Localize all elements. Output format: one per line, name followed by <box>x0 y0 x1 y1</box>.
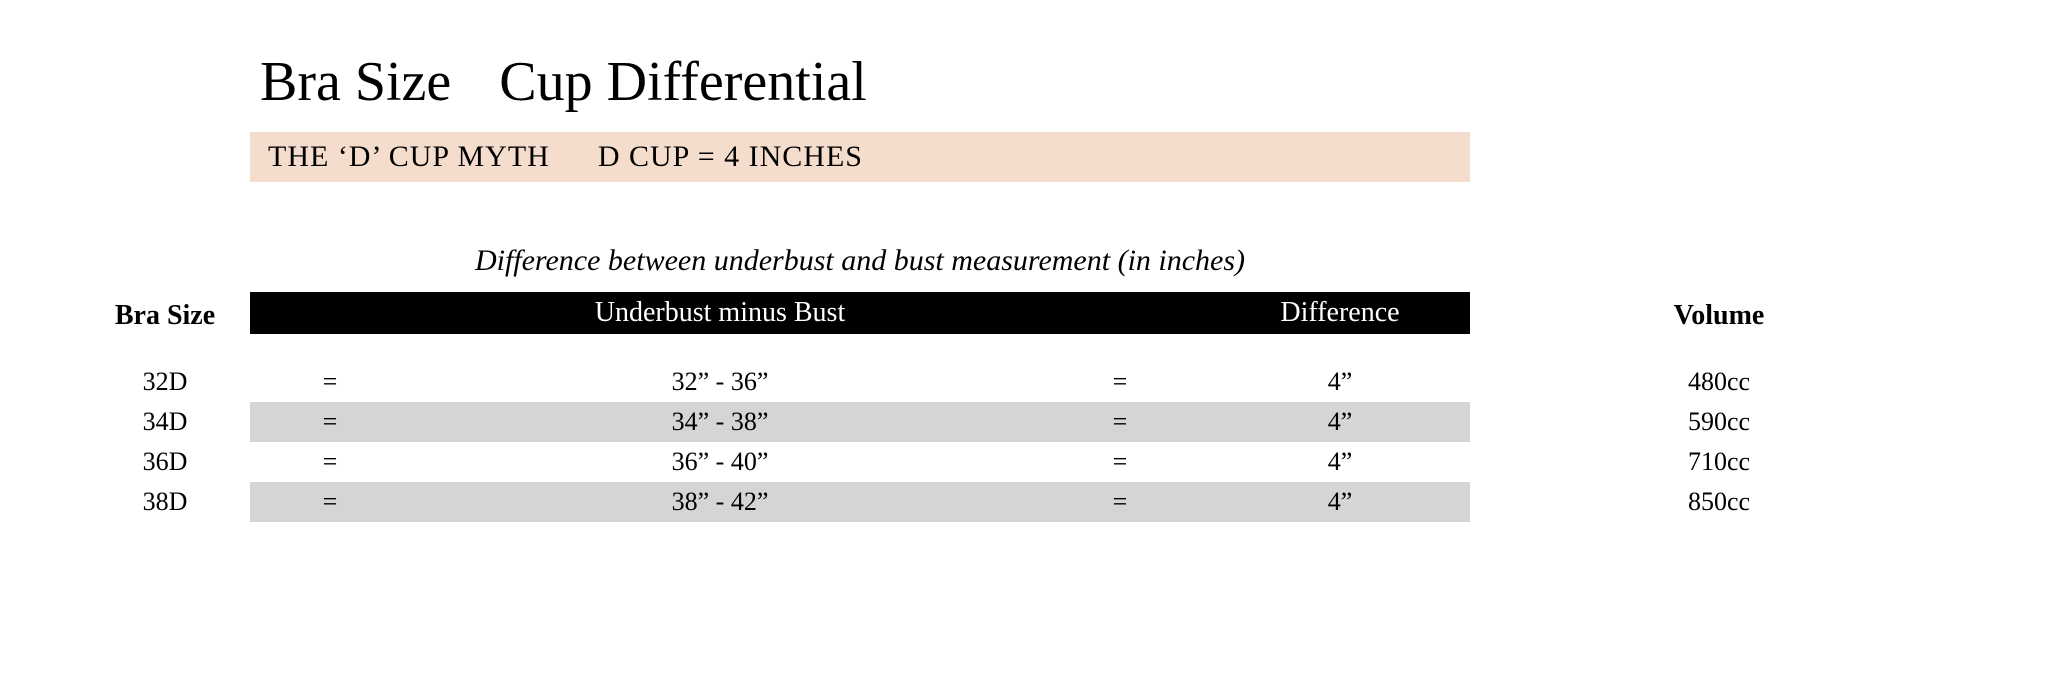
cell-volume: 710cc <box>1470 447 1968 477</box>
table-row: 34D=34” - 38”=4”590cc <box>80 402 1968 442</box>
table-row: 36D=36” - 40”=4”710cc <box>80 442 1968 482</box>
cell-bra-size: 38D <box>80 487 250 517</box>
banner-left: THE ‘D’ CUP MYTH <box>268 140 550 174</box>
cell-eq2: = <box>1030 367 1210 397</box>
cell-difference: 4” <box>1210 447 1470 477</box>
cell-volume: 850cc <box>1470 487 1968 517</box>
row-mid: =38” - 42”=4” <box>250 482 1470 522</box>
col-label-difference: Difference <box>1210 297 1470 329</box>
cell-eq2: = <box>1030 447 1210 477</box>
cell-difference: 4” <box>1210 367 1470 397</box>
header-black-bar: Underbust minus Bust Difference <box>250 292 1470 334</box>
cell-underbust-minus-bust: 36” - 40” <box>410 447 1030 477</box>
cell-underbust-minus-bust: 32” - 36” <box>410 367 1030 397</box>
row-mid: =36” - 40”=4” <box>250 442 1470 482</box>
banner-right: D CUP = 4 INCHES <box>598 140 863 174</box>
cell-underbust-minus-bust: 38” - 42” <box>410 487 1030 517</box>
cell-difference: 4” <box>1210 407 1470 437</box>
title-right: Cup Differential <box>499 50 867 114</box>
col-label-underbust-minus-bust: Underbust minus Bust <box>410 297 1030 329</box>
table-row: 32D=32” - 36”=4”480cc <box>80 362 1968 402</box>
cell-bra-size: 34D <box>80 407 250 437</box>
cell-eq1: = <box>250 407 410 437</box>
col-label-bra-size: Bra Size <box>80 300 250 334</box>
cell-eq1: = <box>250 447 410 477</box>
table: Bra Size Underbust minus Bust Difference… <box>80 286 1968 522</box>
cell-underbust-minus-bust: 34” - 38” <box>410 407 1030 437</box>
title-row: Bra Size Cup Differential <box>260 50 1968 114</box>
subcaption: Difference between underbust and bust me… <box>250 244 1470 278</box>
cell-bra-size: 36D <box>80 447 250 477</box>
cell-eq1: = <box>250 487 410 517</box>
cell-bra-size: 32D <box>80 367 250 397</box>
cell-volume: 480cc <box>1470 367 1968 397</box>
cell-eq2: = <box>1030 407 1210 437</box>
row-mid: =34” - 38”=4” <box>250 402 1470 442</box>
table-row: 38D=38” - 42”=4”850cc <box>80 482 1968 522</box>
table-body: 32D=32” - 36”=4”480cc34D=34” - 38”=4”590… <box>80 362 1968 522</box>
cell-eq2: = <box>1030 487 1210 517</box>
cell-volume: 590cc <box>1470 407 1968 437</box>
table-header-row: Bra Size Underbust minus Bust Difference… <box>80 286 1968 334</box>
banner: THE ‘D’ CUP MYTH D CUP = 4 INCHES <box>250 132 1470 182</box>
cell-difference: 4” <box>1210 487 1470 517</box>
row-mid: =32” - 36”=4” <box>250 362 1470 402</box>
col-label-volume: Volume <box>1470 300 1968 334</box>
header-body-spacer <box>80 334 1968 362</box>
title-left: Bra Size <box>260 50 451 114</box>
cell-eq1: = <box>250 367 410 397</box>
